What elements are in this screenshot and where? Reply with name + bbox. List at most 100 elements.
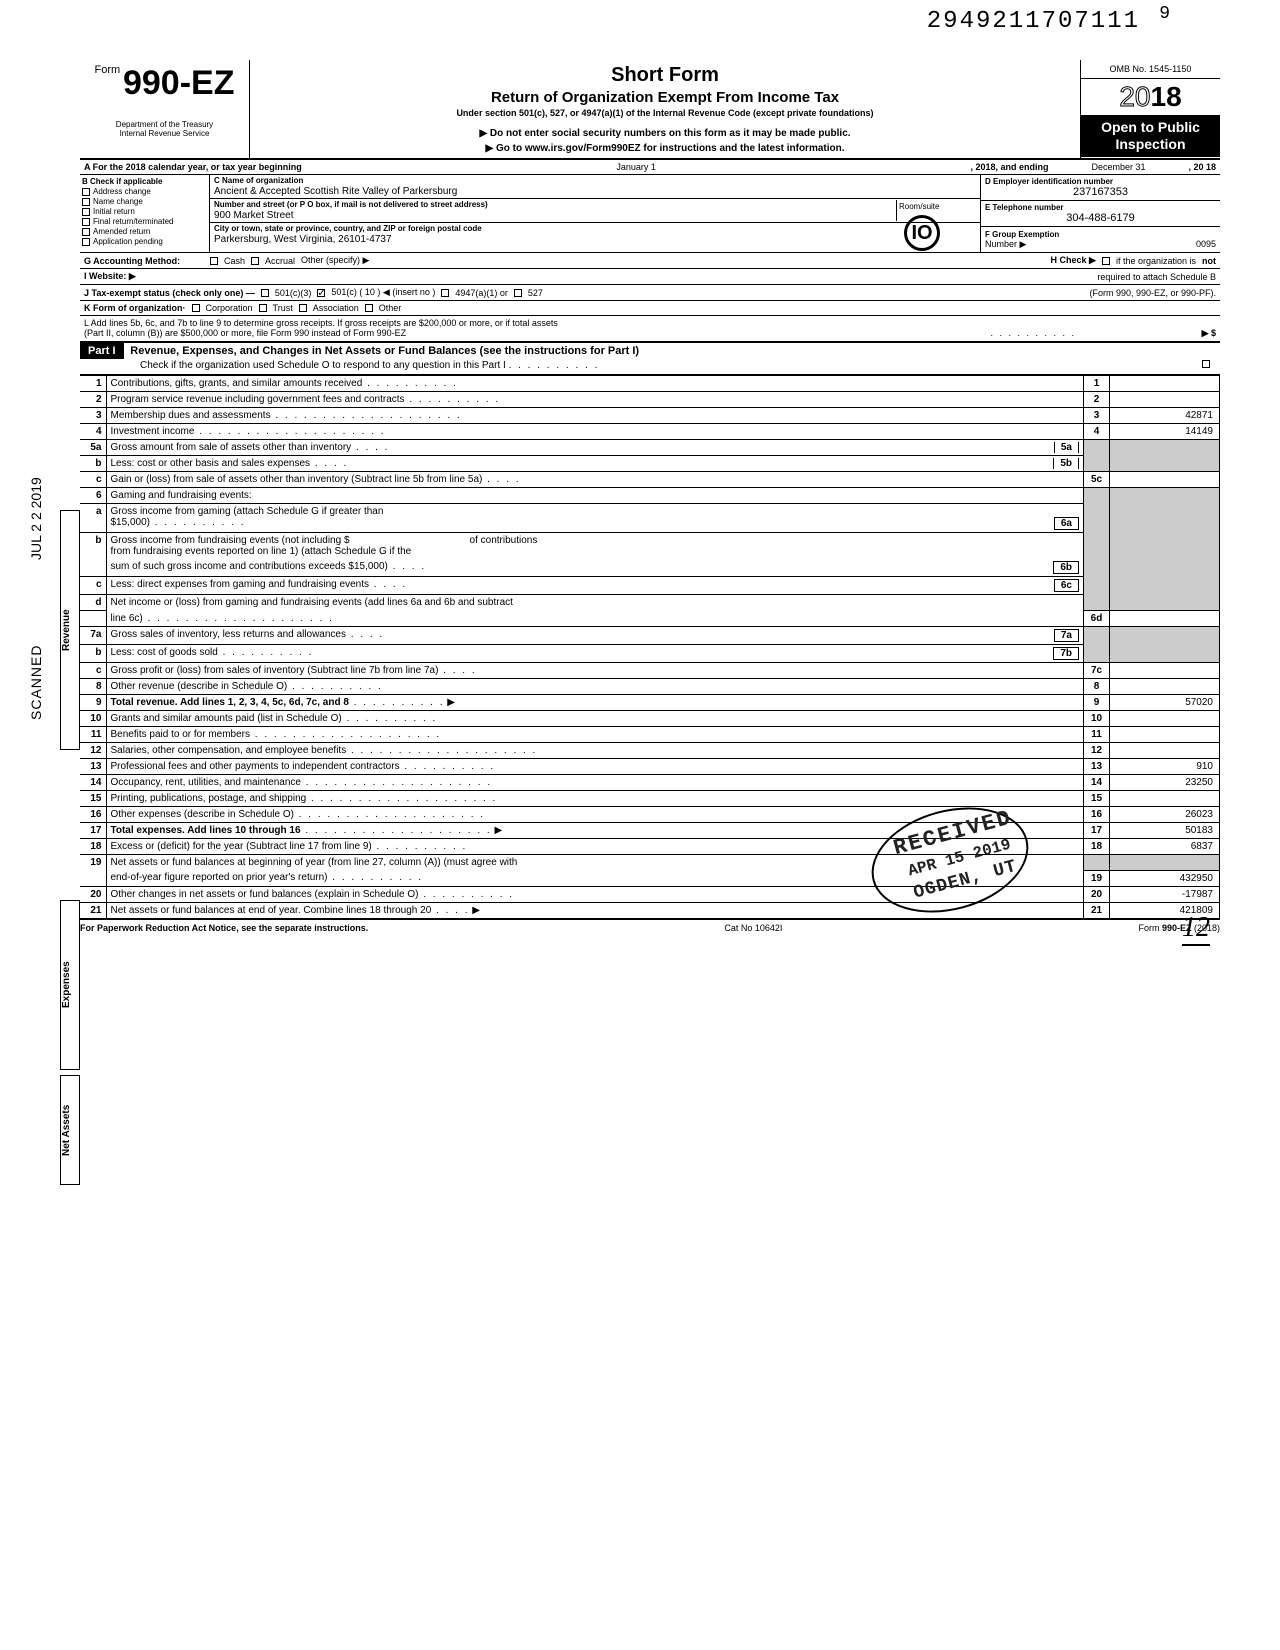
ln10-box: 10 (1084, 711, 1110, 727)
chk-schedule-o[interactable] (1202, 360, 1210, 368)
ln3-box: 3 (1084, 408, 1110, 424)
chk-schedule-b[interactable] (1102, 257, 1110, 265)
ln6c-desc: Less: direct expenses from gaming and fu… (111, 579, 369, 590)
lbl-cash: Cash (224, 256, 245, 266)
ln1-amt (1110, 376, 1220, 392)
chk-corp[interactable] (192, 304, 200, 312)
chk-name-change[interactable] (82, 198, 90, 206)
ln13-desc: Professional fees and other payments to … (111, 761, 400, 772)
chk-amended[interactable] (82, 228, 90, 236)
ln20-desc: Other changes in net assets or fund bala… (111, 889, 419, 900)
title-cell: Short Form Return of Organization Exempt… (250, 60, 1080, 158)
tab-revenue: Revenue (60, 510, 80, 750)
ln10-num: 10 (80, 711, 106, 727)
ln2-desc: Program service revenue including govern… (111, 394, 405, 405)
k-label: K Form of organization· (84, 303, 186, 313)
ln8-amt (1110, 679, 1220, 695)
chk-501c[interactable] (317, 289, 325, 297)
ln4-box: 4 (1084, 424, 1110, 440)
page-footer: For Paperwork Reduction Act Notice, see … (80, 919, 1220, 936)
ln6a-d1: Gross income from gaming (attach Schedul… (111, 506, 384, 517)
lbl-527: 527 (528, 288, 543, 298)
footer-left: For Paperwork Reduction Act Notice, see … (80, 923, 368, 933)
row-a-mid: , 2018, and ending (970, 162, 1048, 172)
ln12-desc: Salaries, other compensation, and employ… (111, 745, 347, 756)
dept-treasury: Department of the Treasury Internal Reve… (84, 121, 245, 139)
lbl-final-return: Final return/terminated (93, 217, 173, 226)
ln6b-d3: sum of such gross income and contributio… (111, 561, 388, 572)
ln19-box: 19 (1084, 870, 1110, 886)
part1-header: Part I Revenue, Expenses, and Changes in… (80, 343, 1220, 375)
h-check: H Check ▶ (1051, 255, 1096, 266)
ln6d-num: d (80, 595, 106, 611)
ln13-box: 13 (1084, 759, 1110, 775)
chk-4947[interactable] (441, 289, 449, 297)
ln17-amt: 50183 (1110, 823, 1220, 839)
ln7b-desc: Less: cost of goods sold (111, 647, 218, 658)
chk-accrual[interactable] (251, 257, 259, 265)
scan-date: JUL 2 2 2019 (28, 477, 44, 560)
d-val: 237167353 (985, 186, 1216, 198)
page-handwritten: 12 (1182, 912, 1210, 946)
ln10-desc: Grants and similar amounts paid (list in… (111, 713, 342, 724)
ln6a-mid: 6a (1054, 517, 1079, 530)
chk-501c3[interactable] (261, 289, 269, 297)
ln9-amt: 57020 (1110, 695, 1220, 711)
open-public: Open to Public Inspection (1081, 115, 1220, 157)
chk-application-pending[interactable] (82, 238, 90, 246)
chk-cash[interactable] (210, 257, 218, 265)
title-arrow1: ▶ Do not enter social security numbers o… (260, 128, 1070, 139)
lbl-accrual: Accrual (265, 256, 295, 266)
lbl-4947: 4947(a)(1) or (455, 288, 508, 298)
ln18-num: 18 (80, 839, 106, 855)
h-txt4: required to attach Schedule B (1097, 272, 1216, 282)
h-txt2: if the organization is (1116, 256, 1196, 266)
ln7c-amt (1110, 663, 1220, 679)
lbl-other-method: Other (specify) ▶ (301, 255, 369, 266)
chk-trust[interactable] (259, 304, 267, 312)
ln13-num: 13 (80, 759, 106, 775)
chk-address-change[interactable] (82, 188, 90, 196)
ln18-amt: 6837 (1110, 839, 1220, 855)
chk-initial-return[interactable] (82, 208, 90, 216)
ln1-num: 1 (80, 376, 106, 392)
ln6d-d2: line 6c) (111, 613, 143, 624)
g-label: G Accounting Method: (84, 256, 204, 266)
part1-check-text: Check if the organization used Schedule … (140, 360, 506, 371)
ln2-box: 2 (1084, 392, 1110, 408)
chk-final-return[interactable] (82, 218, 90, 226)
ln20-num: 20 (80, 886, 106, 902)
ln6b-d1b: of contributions (470, 535, 538, 546)
ln6b-num: b (80, 533, 106, 577)
ln5a-mid: 5a (1054, 442, 1079, 453)
lbl-other-org: Other (379, 303, 402, 313)
ln7a-num: 7a (80, 627, 106, 645)
ln18-desc: Excess or (deficit) for the year (Subtra… (111, 841, 372, 852)
ln3-desc: Membership dues and assessments (111, 410, 271, 421)
omb-number: OMB No. 1545-1150 (1081, 60, 1220, 79)
row-i: I Website: ▶ required to attach Schedule… (80, 269, 1220, 285)
ln17-num: 17 (80, 823, 106, 839)
col-c: C Name of organization Ancient & Accepte… (210, 175, 980, 252)
ln16-amt: 26023 (1110, 807, 1220, 823)
chk-other-org[interactable] (365, 304, 373, 312)
ln3-amt: 42871 (1110, 408, 1220, 424)
row-l: L Add lines 5b, 6c, and 7b to line 9 to … (80, 316, 1220, 343)
chk-assoc[interactable] (299, 304, 307, 312)
tab-net-assets: Net Assets (60, 1075, 80, 1185)
ln16-desc: Other expenses (describe in Schedule O) (111, 809, 294, 820)
ln4-desc: Investment income (111, 426, 195, 437)
ln6a-num: a (80, 504, 106, 533)
ln6d-box: 6d (1084, 611, 1110, 627)
i-label: I Website: ▶ (84, 271, 204, 282)
form-header: Form 990-EZ Department of the Treasury I… (80, 60, 1220, 160)
block-bcdef: B Check if applicable Address change Nam… (80, 175, 1220, 253)
ln6-desc: Gaming and fundraising events: (106, 488, 1084, 504)
year-cell: OMB No. 1545-1150 2018 Open to Public In… (1080, 60, 1220, 158)
f-val: 0095 (1196, 239, 1216, 249)
chk-527[interactable] (514, 289, 522, 297)
ln9-box: 9 (1084, 695, 1110, 711)
ln8-num: 8 (80, 679, 106, 695)
c-addr-val: 900 Market Street (214, 210, 896, 221)
row-a: A For the 2018 calendar year, or tax yea… (80, 160, 1220, 175)
